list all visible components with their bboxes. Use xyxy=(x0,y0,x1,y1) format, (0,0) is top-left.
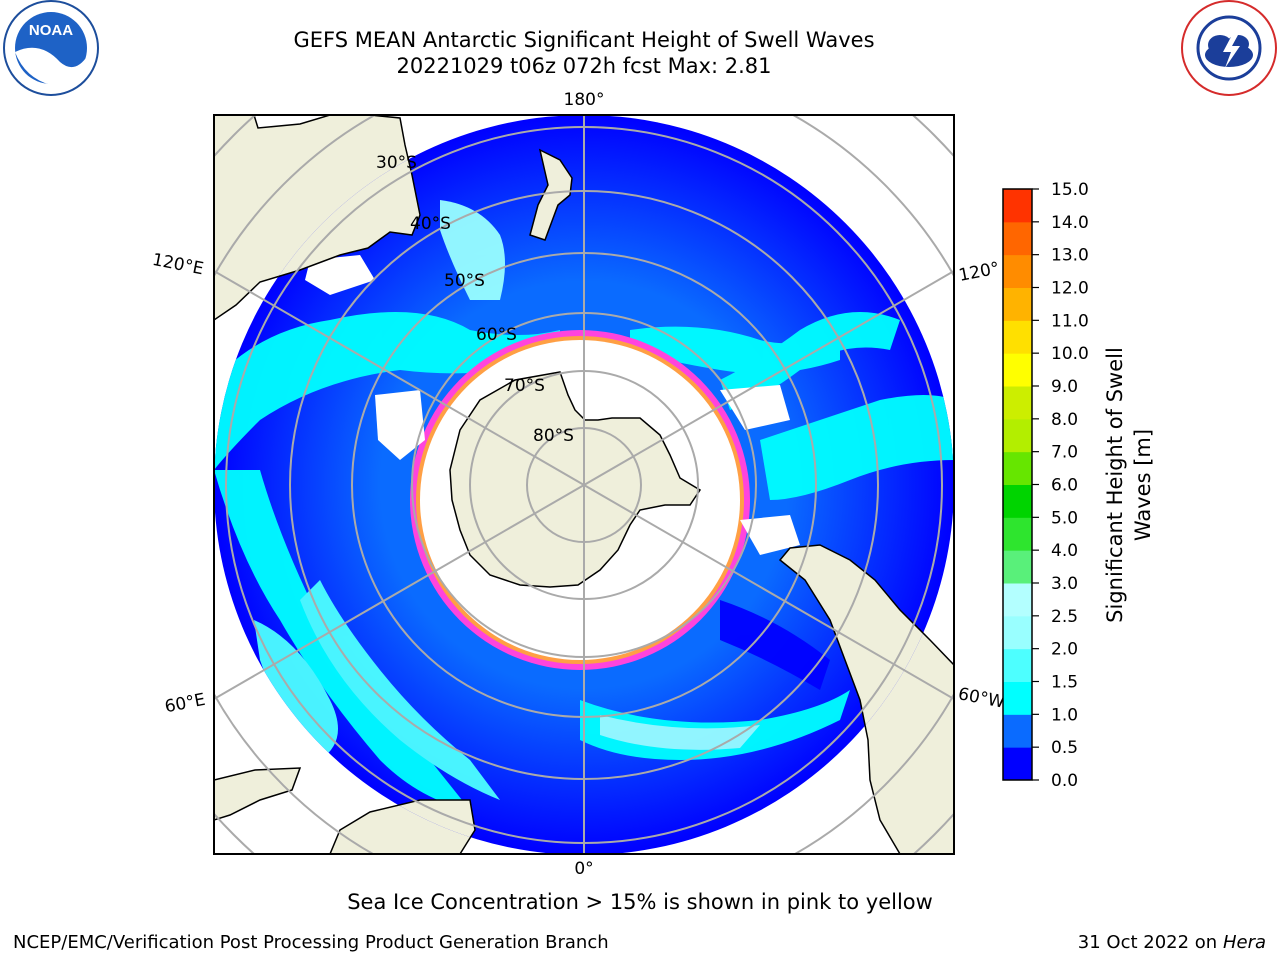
colorbar-tick-label: 0.5 xyxy=(1051,738,1078,758)
colorbar-label-line2: Waves [m] xyxy=(1131,429,1155,541)
lon-label-lower-right: 60°W xyxy=(956,684,1006,713)
map-title: GEFS MEAN Antarctic Significant Height o… xyxy=(293,28,875,52)
colorbar-tick-label: 11.0 xyxy=(1051,311,1089,331)
colorbar-segment xyxy=(1003,550,1032,584)
colorbar-segment xyxy=(1003,254,1032,288)
graticule xyxy=(214,115,954,854)
nws-logo xyxy=(1181,0,1277,96)
colorbar-segment xyxy=(1003,648,1032,682)
colorbar-segment xyxy=(1003,353,1032,387)
footer-date: 31 Oct 2022 on Hera xyxy=(1078,932,1266,953)
colorbar-segment xyxy=(1003,287,1032,321)
colorbar-tick-label: 2.0 xyxy=(1051,640,1078,660)
colorbar-segment xyxy=(1003,320,1032,354)
colorbar-ticks: 0.0 0.5 1.0 1.5 2.0 2.5 3.0 4.0 5.0 6.0 7.0 8.0 9.0 1… xyxy=(1032,180,1089,791)
colorbar-tick-label: 15.0 xyxy=(1051,180,1089,200)
noaa-logo-text: NOAA xyxy=(29,22,73,39)
colorbar-tick-label: 2.5 xyxy=(1051,607,1078,627)
colorbar-segment xyxy=(1003,583,1032,617)
colorbar-segment xyxy=(1003,386,1032,420)
colorbar-tick-label: 12.0 xyxy=(1051,279,1089,299)
colorbar-segment xyxy=(1003,189,1032,223)
colorbar-label-line1: Significant Height of Swell xyxy=(1103,347,1127,623)
colorbar-tick-label: 8.0 xyxy=(1051,410,1078,430)
footer-branch: NCEP/EMC/Verification Post Processing Pr… xyxy=(13,932,609,953)
colorbar-tick-label: 0.0 xyxy=(1051,771,1078,791)
footer-machine: Hera xyxy=(1222,932,1266,953)
colorbar-segment xyxy=(1003,418,1032,453)
map-subtitle-forecast: 20221029 t06z 072h fcst Max: 2.81 xyxy=(396,54,772,78)
latitude-labels: 30°S 40°S 50°S 60°S 70°S 80°S xyxy=(376,153,574,446)
lat-label-40s: 40°S xyxy=(410,214,451,234)
colorbar-tick-label: 5.0 xyxy=(1051,508,1078,528)
map-panel: 30°S 40°S 50°S 60°S 70°S 80°S xyxy=(214,115,954,854)
colorbar-segment xyxy=(1003,747,1032,781)
footer-date-text: 31 Oct 2022 on xyxy=(1077,932,1223,953)
colorbar-tick-label: 1.0 xyxy=(1051,705,1078,725)
sea-ice-note: Sea Ice Concentration > 15% is shown in … xyxy=(347,890,933,914)
colorbar-segment xyxy=(1003,451,1032,485)
lon-label-upper-right: 120° xyxy=(957,258,1001,285)
lat-label-80s: 80°S xyxy=(533,426,574,446)
colorbar-tick-label: 10.0 xyxy=(1051,344,1089,364)
map-frame xyxy=(213,114,955,855)
colorbar-tick-label: 9.0 xyxy=(1051,377,1078,397)
swell-bands xyxy=(214,200,954,810)
colorbar-tick-label: 7.0 xyxy=(1051,443,1078,463)
colorbar-segment xyxy=(1003,221,1032,256)
lon-label-upper-left: 120°E xyxy=(151,250,206,279)
colorbar-tick-label: 13.0 xyxy=(1051,246,1089,266)
colorbar-tick-label: 1.5 xyxy=(1051,673,1078,693)
colorbar-tick-label: 14.0 xyxy=(1051,213,1089,233)
colorbar-segment xyxy=(1003,484,1032,518)
colorbar-segment xyxy=(1003,681,1032,715)
lon-label-lower-left: 60°E xyxy=(163,690,207,717)
colorbar-segment xyxy=(1003,714,1032,748)
colorbar-tick-label: 6.0 xyxy=(1051,476,1078,496)
lat-label-30s: 30°S xyxy=(376,153,417,173)
colorbar: 0.0 0.5 1.0 1.5 2.0 2.5 3.0 4.0 5.0 6.0 7.0 8.0 9.0 1… xyxy=(1002,180,1155,791)
colorbar-segments xyxy=(1003,189,1032,781)
lat-label-60s: 60°S xyxy=(476,325,517,345)
lat-label-70s: 70°S xyxy=(504,376,545,396)
lon-label-bottom: 0° xyxy=(574,859,593,879)
noaa-logo: NOAA xyxy=(3,0,99,96)
colorbar-segment xyxy=(1003,517,1032,551)
colorbar-tick-label: 3.0 xyxy=(1051,574,1078,594)
colorbar-segment xyxy=(1003,615,1032,650)
lon-label-top: 180° xyxy=(564,90,605,110)
lat-label-50s: 50°S xyxy=(444,271,485,291)
colorbar-tick-label: 4.0 xyxy=(1051,541,1078,561)
